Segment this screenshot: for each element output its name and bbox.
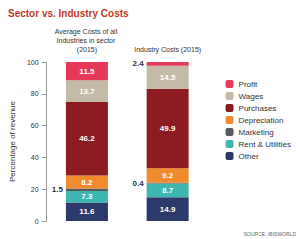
svg-text:Marketing: Marketing	[239, 128, 274, 137]
svg-text:14.9: 14.9	[160, 205, 176, 214]
svg-text:Rent & Utilities: Rent & Utilities	[239, 140, 291, 149]
svg-text:49.9: 49.9	[160, 124, 176, 133]
svg-text:40: 40	[31, 154, 39, 161]
svg-text:9.2: 9.2	[162, 171, 174, 180]
svg-text:1.5: 1.5	[52, 185, 64, 194]
svg-text:80: 80	[31, 90, 39, 97]
svg-text:Sector vs. Industry Costs: Sector vs. Industry Costs	[8, 8, 129, 19]
svg-text:8.7: 8.7	[162, 186, 174, 195]
svg-text:Percentage of revenue: Percentage of revenue	[8, 100, 17, 181]
svg-text:Purchases: Purchases	[239, 104, 277, 113]
svg-text:8.2: 8.2	[81, 178, 93, 187]
svg-text:Other: Other	[239, 152, 259, 161]
svg-text:2.4: 2.4	[133, 59, 145, 68]
svg-text:7.3: 7.3	[81, 192, 93, 201]
svg-text:Depreciation: Depreciation	[239, 116, 284, 125]
svg-text:Profit: Profit	[239, 80, 258, 89]
svg-text:11.5: 11.5	[79, 67, 95, 76]
svg-text:14.5: 14.5	[160, 73, 176, 82]
svg-text:SOURCE: IBISWORLD: SOURCE: IBISWORLD	[244, 231, 297, 237]
svg-text:Average Costs of all: Average Costs of all	[55, 28, 119, 36]
svg-text:46.2: 46.2	[79, 134, 95, 143]
svg-text:0: 0	[35, 218, 39, 225]
svg-text:Wages: Wages	[239, 92, 264, 101]
svg-text:Industry Costs (2015): Industry Costs (2015)	[134, 46, 201, 54]
svg-text:60: 60	[31, 122, 39, 129]
svg-text:0.4: 0.4	[133, 179, 145, 188]
svg-text:20: 20	[31, 186, 39, 193]
svg-text:11.6: 11.6	[79, 207, 95, 216]
svg-text:(2015): (2015)	[77, 46, 97, 54]
svg-text:Industries in sector: Industries in sector	[57, 37, 118, 44]
svg-text:13.7: 13.7	[79, 87, 95, 96]
svg-text:100: 100	[27, 59, 39, 66]
